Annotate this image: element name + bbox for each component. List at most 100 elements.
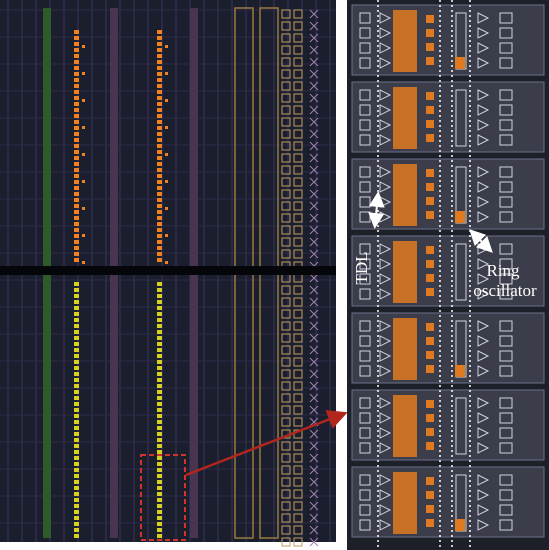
mux <box>477 211 490 223</box>
carry-cell <box>157 486 162 490</box>
carry-cell <box>157 480 162 484</box>
io-cell <box>281 117 291 127</box>
io-cell <box>293 537 303 547</box>
carry-cell <box>74 114 79 118</box>
carry-cell <box>157 390 162 394</box>
carry-cell <box>157 240 162 244</box>
ff-out <box>426 211 434 219</box>
ff <box>499 258 513 270</box>
carry-cell <box>74 54 79 58</box>
mux <box>477 273 490 285</box>
ro-cell <box>82 72 85 75</box>
carry-cell <box>74 492 79 496</box>
carry-cell <box>74 72 79 76</box>
io-cross <box>309 129 319 139</box>
io-cell <box>281 369 291 379</box>
io-cell <box>281 81 291 91</box>
mux <box>379 273 392 285</box>
io-cross <box>309 345 319 355</box>
carry-cell <box>74 90 79 94</box>
ro-cell <box>82 180 85 183</box>
lut <box>359 320 371 332</box>
lut <box>359 243 371 255</box>
io-cell <box>293 345 303 355</box>
ff <box>499 427 513 439</box>
ro-cell <box>82 153 85 156</box>
io-cross <box>309 429 319 439</box>
lut <box>359 258 371 270</box>
mux <box>379 442 392 454</box>
io-cross <box>309 57 319 67</box>
carry-cell <box>74 48 79 52</box>
carry-mux <box>455 89 467 147</box>
ro-cell <box>165 126 168 129</box>
io-cross <box>309 333 319 343</box>
carry-cell <box>157 144 162 148</box>
carry-cell <box>157 204 162 208</box>
carry-cell <box>157 504 162 508</box>
carry-cell <box>157 336 162 340</box>
carry-cell <box>157 216 162 220</box>
ff-out <box>426 134 434 142</box>
ff-out <box>426 57 434 65</box>
carry-cell <box>157 90 162 94</box>
carry-cell <box>157 132 162 136</box>
io-cell <box>281 33 291 43</box>
lut <box>359 519 371 531</box>
io-cell <box>293 297 303 307</box>
io-cell <box>293 201 303 211</box>
io-cell <box>281 525 291 535</box>
ff <box>499 442 513 454</box>
slice <box>351 4 545 76</box>
io-cross <box>309 165 319 175</box>
mux <box>477 365 490 377</box>
carry-cell <box>74 192 79 196</box>
io-cell <box>293 237 303 247</box>
carry-cell <box>157 516 162 520</box>
carry-mux <box>455 397 467 455</box>
io-cross <box>309 501 319 511</box>
slice <box>351 389 545 461</box>
mux <box>477 166 490 178</box>
io-cross <box>309 93 319 103</box>
ff-out <box>426 183 434 191</box>
mux <box>379 489 392 501</box>
ro-cell <box>165 72 168 75</box>
io-cell <box>281 141 291 151</box>
io-cell <box>281 237 291 247</box>
io-cross <box>309 153 319 163</box>
carry-chain <box>393 10 417 72</box>
ff <box>499 350 513 362</box>
io-cell <box>281 177 291 187</box>
lut <box>359 365 371 377</box>
ro-cell <box>165 153 168 156</box>
io-cell <box>281 93 291 103</box>
ro-cell <box>165 180 168 183</box>
carry-cell <box>157 186 162 190</box>
carry-cell <box>157 456 162 460</box>
io-cell <box>281 21 291 31</box>
carry-cell <box>74 456 79 460</box>
carry-cell <box>74 426 79 430</box>
io-cross <box>309 105 319 115</box>
io-cell <box>293 81 303 91</box>
io-cell <box>293 357 303 367</box>
io-cell <box>281 189 291 199</box>
lut <box>359 350 371 362</box>
mux <box>477 519 490 531</box>
carry-cell <box>157 360 162 364</box>
carry-cell <box>74 522 79 526</box>
ff-out <box>426 15 434 23</box>
carry-cell <box>157 210 162 214</box>
mux <box>477 320 490 332</box>
carry-cell <box>157 438 162 442</box>
carry-cell <box>74 84 79 88</box>
mux <box>477 335 490 347</box>
ff-out <box>426 274 434 282</box>
carry-cell <box>74 198 79 202</box>
lut <box>359 42 371 54</box>
mux <box>379 181 392 193</box>
carry-cell <box>157 198 162 202</box>
carry-cell <box>157 252 162 256</box>
carry-cell <box>157 96 162 100</box>
